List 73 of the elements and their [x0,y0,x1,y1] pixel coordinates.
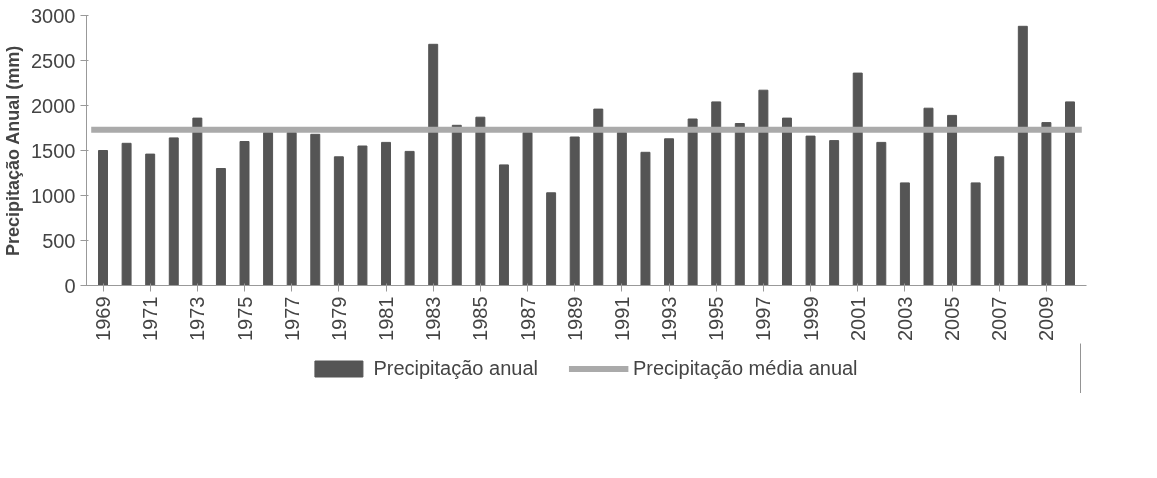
bar [970,182,981,286]
legend-label: Precipitação anual [373,356,538,380]
y-tick-label: 1500 [31,139,76,162]
bar [192,117,203,286]
bar [1017,25,1028,286]
x-tick-label: 1999 [799,296,822,341]
x-tick-label: 1969 [92,296,115,341]
x-tick-label: 1991 [610,296,633,341]
y-tick-label: 500 [42,229,76,252]
bar [286,132,297,286]
bar [1065,101,1075,286]
x-tick-label: 1979 [327,296,350,341]
bar [381,141,392,286]
bar [1041,122,1052,286]
bar [758,89,769,286]
bar [451,124,462,286]
x-tick-label: 1997 [752,296,775,341]
bar [546,192,557,286]
bar [852,72,863,286]
x-tick-label: 1987 [516,296,539,341]
bar [404,150,415,286]
bar [593,108,604,286]
bar [475,116,486,286]
bar [734,123,745,286]
bar [498,164,509,286]
bar [569,136,580,286]
bar [357,145,368,286]
bar [640,151,651,286]
x-tick-label: 1995 [705,296,728,341]
x-tick-label: 1973 [186,296,209,341]
x-tick-label: 2005 [941,296,964,341]
x-tick-label: 1993 [658,296,681,341]
x-tick-label: 1971 [139,296,162,341]
legend-label: Precipitação média anual [632,356,858,380]
y-tick-label: 2000 [31,94,76,117]
bar [781,117,792,286]
y-tick-label: 1000 [31,184,76,207]
bar [947,114,958,286]
bar [239,141,250,286]
x-tick-label: 2001 [846,296,869,341]
y-tick-label: 3000 [31,4,76,27]
x-tick-label: 1975 [233,296,256,341]
bar [98,150,108,286]
bar [923,107,934,286]
y-axis-title: Precipitação Anual (mm) [3,45,24,257]
x-tick-label: 2009 [1035,296,1058,341]
y-tick-label: 0 [64,274,76,297]
bar [333,156,344,286]
bar [522,132,533,286]
bar [145,153,156,286]
y-tick-label: 2500 [31,49,76,72]
bar [168,137,179,286]
bar [899,182,910,286]
bar [687,118,698,286]
bar [263,132,274,286]
x-tick-label: 2007 [988,296,1011,341]
bar [121,142,132,286]
bar [310,133,321,286]
bar [829,140,840,286]
x-tick-label: 1977 [280,296,303,341]
x-tick-label: 1983 [422,296,445,341]
bar [876,141,887,286]
bar [805,135,816,286]
x-tick-label: 1985 [469,296,492,341]
bar [664,138,675,286]
x-tick-label: 1981 [375,296,398,341]
bar [215,168,226,286]
bar [994,156,1005,286]
bar [616,132,627,286]
x-tick-label: 2003 [893,296,916,341]
bar [711,101,722,286]
bar [428,43,439,286]
x-tick-label: 1989 [563,296,586,341]
